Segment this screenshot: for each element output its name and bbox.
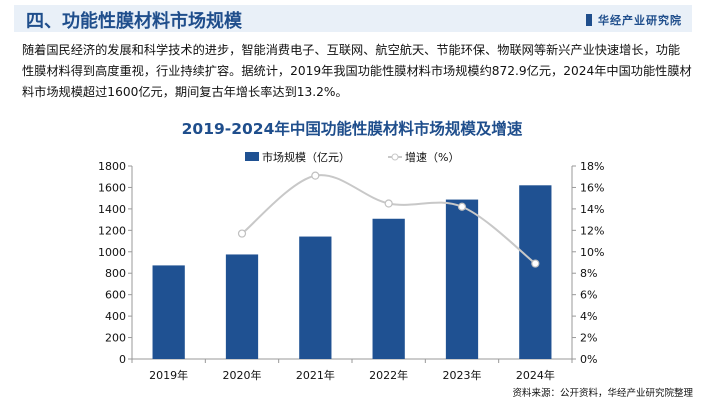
growth-point [311,171,320,180]
growth-point [457,202,467,211]
bar [445,199,479,359]
bar [519,185,552,359]
right-tick-label: 2% [580,332,597,345]
right-tick-label: 18% [580,160,604,173]
section-header: 四、功能性膜材料市场规模 华经产业研究院 [14,5,692,32]
left-tick-label: 1200 [98,224,126,237]
left-tick-label: 1800 [98,160,126,173]
section-title: 四、功能性膜材料市场规模 [26,11,242,32]
x-tick-label: 2020年 [223,368,262,382]
legend: 市场规模（亿元） 增速（%） [245,150,459,164]
x-tick-label: 2021年 [296,368,335,382]
x-tick-label: 2019年 [149,368,188,382]
bar [152,265,185,359]
legend-bar-swatch [245,152,259,161]
right-tick-label: 10% [580,246,604,259]
left-tick-label: 600 [105,289,126,302]
growth-point [237,229,247,238]
bar [372,218,405,359]
source-note: 资料来源：公开资料，华经产业研究院整理 [512,388,693,399]
growth-point [531,259,540,268]
left-tick-label: 0 [119,353,126,366]
x-tick-label: 2022年 [369,368,408,382]
legend-line-label: 增速（%） [405,150,459,164]
right-tick-label: 8% [580,267,597,280]
legend-line-marker [391,153,399,161]
brand-icon [586,14,592,26]
left-tick-label: 800 [105,267,126,280]
chart-title: 2019-2024年中国功能性膜材料市场规模及增速 [182,119,523,138]
intro-paragraph: 随着国民经济的发展和科学技术的进步，智能消费电子、互联网、航空航天、节能环保、物… [22,43,692,99]
left-tick-label: 1600 [98,181,126,194]
right-tick-label: 16% [580,181,604,194]
left-tick-label: 200 [105,332,126,345]
legend-bar-label: 市场规模（亿元） [262,150,350,164]
x-tick-label: 2023年 [443,368,482,382]
right-tick-label: 14% [580,203,604,216]
left-tick-label: 1400 [98,203,126,216]
growth-point [384,199,393,208]
right-tick-label: 6% [580,289,597,302]
bar [225,254,259,359]
brand-name: 华经产业研究院 [598,14,682,27]
left-tick-label: 1000 [98,246,126,259]
left-tick-label: 400 [105,310,126,323]
bar [299,236,332,359]
right-tick-label: 0% [580,353,597,366]
right-tick-label: 4% [580,310,597,323]
x-tick-label: 2024年 [516,368,555,382]
brand-logo: 华经产业研究院 [586,12,682,28]
right-tick-label: 12% [580,224,604,237]
